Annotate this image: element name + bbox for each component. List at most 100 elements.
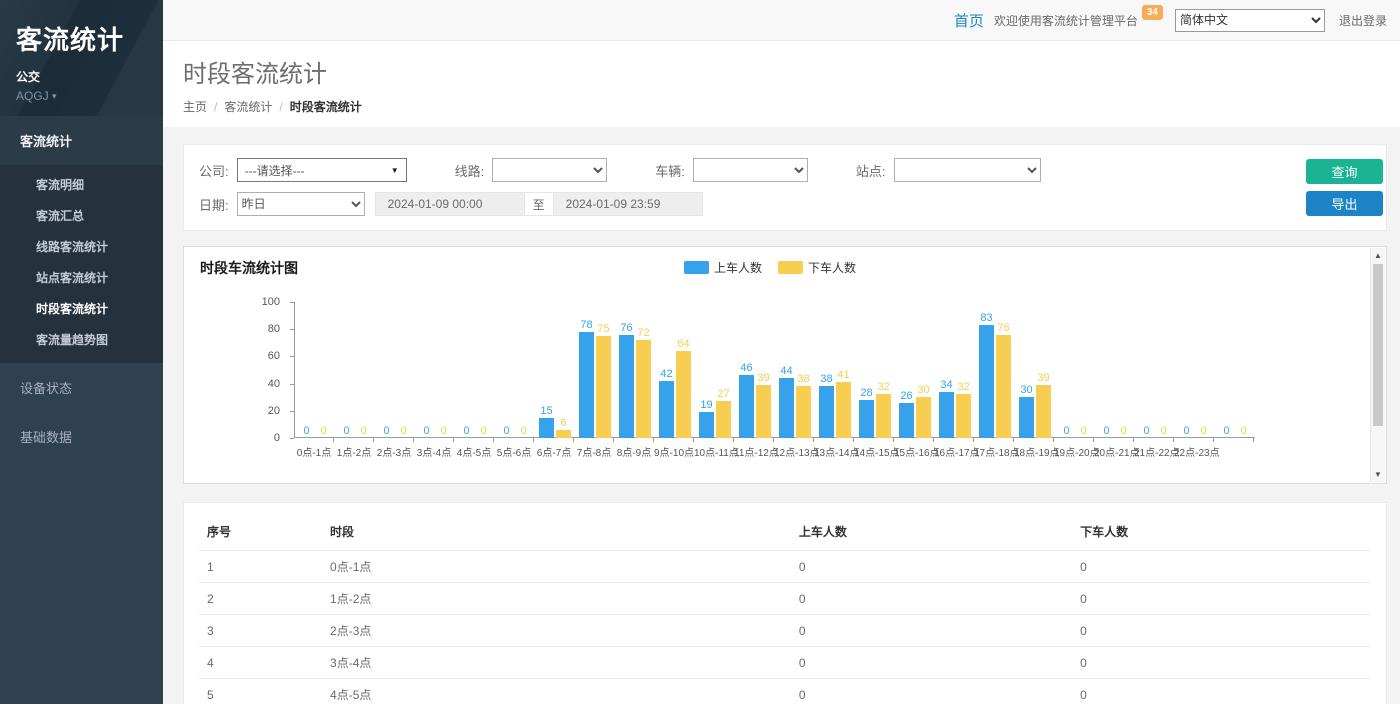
chart-category: 30 39 [1015,302,1055,438]
x-tick-mark [1094,438,1134,442]
bar-value-label: 0 [320,425,327,437]
bar [676,350,691,438]
bar-value-label: 0 [1103,425,1110,437]
chart-scrollbar[interactable]: ▲ ▼ [1370,248,1385,482]
bar-group: 0 [499,426,514,438]
bar-group: 0 [396,426,411,438]
bar [899,402,914,438]
x-tick-label: 8点-9点 [616,448,652,459]
bar-value-label: 38 [820,373,833,386]
table-row: 4 3点-4点 0 0 [199,646,1371,679]
table-cell: 2点-3点 [322,614,791,647]
sidebar-subitem-客流量趋势图[interactable]: 客流量趋势图 [36,333,109,347]
bar-value-label: 0 [303,425,310,437]
bar-value-label: 34 [940,378,953,391]
date-preset-select[interactable]: 昨日 [236,192,365,216]
org-selector[interactable]: AQGJ ▾ [16,89,163,103]
bar-value-label: 0 [1160,425,1167,437]
x-tick-label: 10点-11点 [694,448,739,459]
bar [979,325,994,438]
breadcrumb-home[interactable]: 主页 [183,100,208,114]
x-tick-mark [1174,438,1214,442]
bar-group: 0 [459,426,474,438]
x-tick-mark [414,438,454,442]
scrollbar-down-arrow-icon[interactable]: ▼ [1374,470,1382,479]
chart-body: 0 20 40 60 80 100 0 0 0 0 0 0 0 0 0 0 0 0 15 6 78 75 76 72 42 64… [262,296,1255,459]
table-row: 1 0点-1点 0 0 [199,550,1371,583]
x-tick-mark [294,438,334,442]
date-end-input[interactable] [552,192,703,216]
x-tick-label: 9点-10点 [654,448,695,459]
bar-value-label: 39 [1037,371,1050,384]
bar [859,399,874,438]
sidebar-subitem-站点客流统计[interactable]: 站点客流统计 [36,271,109,285]
breadcrumb-section[interactable]: 客流统计 [224,100,273,114]
date-range-group: 至 [374,192,703,216]
x-tick-label: 3点-4点 [416,448,452,459]
vehicle-select[interactable] [692,158,808,182]
chart-category: 26 30 [895,302,935,438]
sidebar-subitem-客流汇总[interactable]: 客流汇总 [36,209,85,223]
bar-value-label: 0 [463,425,470,437]
home-link[interactable]: 首页 [953,12,984,30]
scrollbar-thumb[interactable] [1373,264,1383,426]
bar-value-label: 0 [360,425,367,437]
sidebar-menu: 客流统计客流明细客流汇总线路客流统计 站点客流统计 时段客流统计 客流量趋势图设备状态… [0,116,163,461]
data-table: 序号 时段 上车人数 下车人数 1 0点-1点 0 0 2 1点-2点 0 0 3 2点-3点 0 0 4 3点… [199,513,1371,704]
bar-value-label: 0 [423,425,430,437]
sidebar-item-设备状态[interactable]: 设备状态 [20,381,73,396]
company-select[interactable]: ---请选择--- ▼ [236,158,407,182]
bar-value-label: 32 [957,381,970,394]
line-select[interactable] [492,158,608,182]
bar-group: 32 [876,382,891,438]
x-tick-mark [1134,438,1174,442]
sidebar-subitem-客流明细[interactable]: 客流明细 [36,178,85,192]
bar-group: 64 [676,338,691,438]
scrollbar-up-arrow-icon[interactable]: ▲ [1374,251,1382,260]
station-label: 站点: [855,163,886,179]
line-label: 线路: [454,163,485,179]
logout-link[interactable]: 退出登录 [1338,13,1387,28]
table-cell: 1点-2点 [322,582,791,615]
bar-group: 0 [419,426,434,438]
bar-group: 0 [516,426,531,438]
x-tick-mark [814,438,854,442]
sidebar-subitem-线路客流统计[interactable]: 线路客流统计 [36,240,109,254]
bar-group: 0 [476,426,491,438]
export-button[interactable]: 导出 [1306,191,1383,216]
y-axis-labels: 0 20 40 60 80 100 [245,296,289,444]
table-header-cell: 上车人数 [790,513,1073,551]
bar-value-label: 0 [480,425,487,437]
dropdown-arrow-icon: ▼ [390,165,399,175]
date-start-input[interactable] [374,192,525,216]
sidebar-item-基础数据[interactable]: 基础数据 [20,430,73,445]
sidebar-item-客流统计[interactable]: 客流统计 [0,116,163,165]
x-tick-label: 18点-19点 [1014,448,1060,459]
table-panel: 序号 时段 上车人数 下车人数 1 0点-1点 0 0 2 1点-2点 0 0 3 2点-3点 0 0 4 3点… [183,502,1387,704]
x-tick-label: 20点-21点 [1094,448,1140,459]
language-select[interactable]: 简体中文 [1174,8,1325,32]
query-button[interactable]: 查询 [1306,159,1383,184]
bar [876,394,891,438]
station-select[interactable] [893,158,1041,182]
y-tick-mark [290,302,294,303]
breadcrumb-current: 时段客流统计 [289,100,362,114]
bar-group: 39 [1036,371,1051,438]
bar [579,331,594,438]
legend-label: 下车人数 [808,261,857,275]
x-tick-mark [774,438,814,442]
bar-group: 0 [316,426,331,438]
legend-item-上车人数[interactable]: 上车人数 [683,259,762,276]
legend-item-下车人数[interactable]: 下车人数 [778,259,856,276]
legend-swatch [778,261,803,274]
bar [1036,384,1051,438]
bar-group: 76 [996,322,1011,438]
sidebar-subitem-时段客流统计[interactable]: 时段客流统计 [36,302,109,316]
table-cell: 0 [1072,582,1371,615]
bar-value-label: 0 [1080,425,1087,437]
bar-value-label: 0 [1120,425,1127,437]
bar-group: 19 [699,400,714,438]
y-tick-label: 80 [267,323,280,336]
bar-group: 27 [716,389,731,438]
